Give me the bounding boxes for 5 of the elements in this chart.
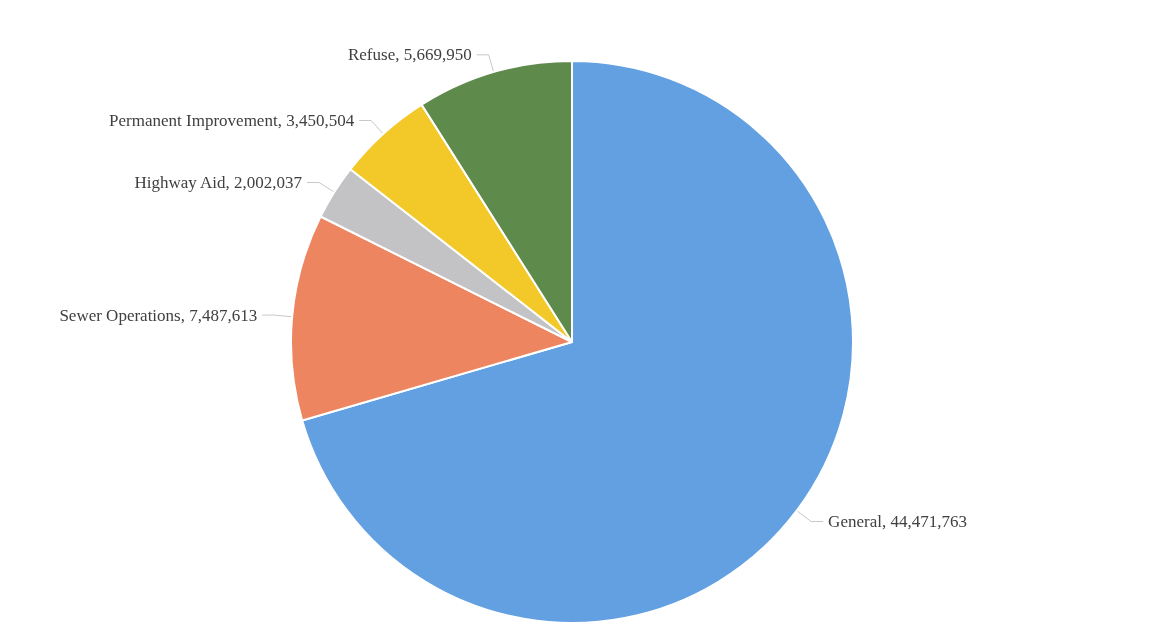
slice-label: General, 44,471,763 [828,512,967,532]
slice-label: Permanent Improvement, 3,450,504 [109,111,355,131]
slice-label: Refuse, 5,669,950 [347,45,472,65]
slice-label: Sewer Operations, 7,487,613 [59,305,258,325]
slice-label: Highway Aid, 2,002,037 [134,173,303,192]
